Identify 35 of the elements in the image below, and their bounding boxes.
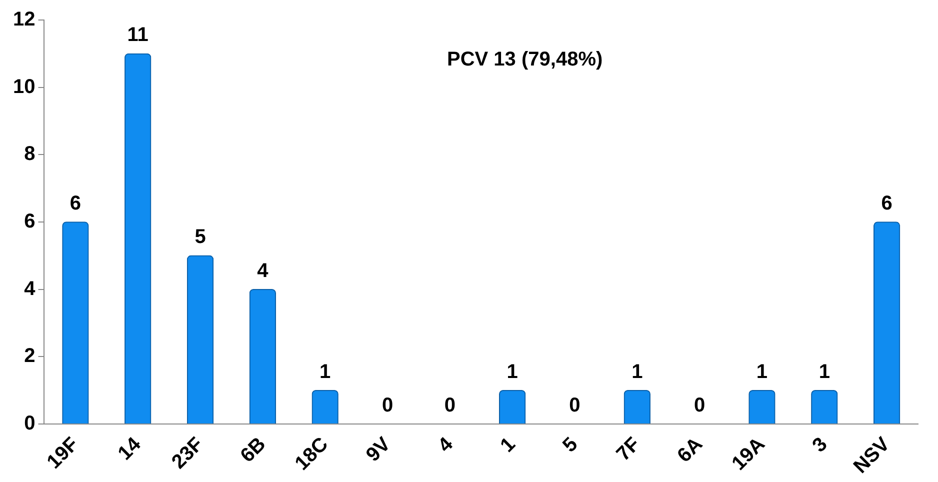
data-label: 0 — [444, 394, 456, 416]
x-tick-label: 3 — [808, 433, 832, 457]
x-tick-label: 5 — [558, 433, 582, 457]
x-tick-label: 6A — [673, 433, 707, 467]
data-label: 6 — [881, 192, 892, 214]
data-label: 0 — [694, 394, 706, 416]
y-tick-label: 6 — [24, 210, 36, 232]
data-label: 1 — [506, 360, 518, 383]
x-tick-label: 1 — [496, 433, 520, 457]
data-label: 1 — [818, 360, 830, 383]
data-label: 4 — [257, 260, 270, 282]
data-label: 6 — [70, 192, 82, 214]
data-label: 0 — [569, 394, 580, 416]
data-label: 5 — [194, 226, 206, 248]
data-label: 1 — [632, 360, 643, 383]
x-tick-label: 19F — [42, 433, 83, 474]
x-tick-label: 18C — [291, 433, 333, 475]
annotation: PCV 13 (79,48%) — [446, 48, 603, 71]
x-tick-label: 14 — [114, 432, 146, 465]
data-label: 0 — [382, 394, 394, 416]
y-tick-label: 8 — [24, 143, 36, 166]
y-tick-label: 4 — [24, 278, 36, 300]
y-tick-label: 0 — [24, 412, 36, 434]
x-tick-label: 4 — [434, 432, 458, 457]
data-label: 1 — [320, 360, 331, 383]
x-tick-label: 6B — [236, 433, 270, 467]
y-tick-label: 2 — [24, 345, 36, 368]
y-tick-label: 10 — [12, 76, 36, 98]
x-tick-label: 19A — [728, 433, 770, 475]
x-tick-label: 9V — [362, 432, 396, 466]
x-tick-label: 7F — [612, 433, 645, 466]
x-tick-label: 23F — [168, 433, 208, 474]
data-label: 11 — [127, 24, 148, 46]
data-label: 1 — [756, 360, 768, 383]
y-tick-label: 12 — [12, 8, 36, 31]
